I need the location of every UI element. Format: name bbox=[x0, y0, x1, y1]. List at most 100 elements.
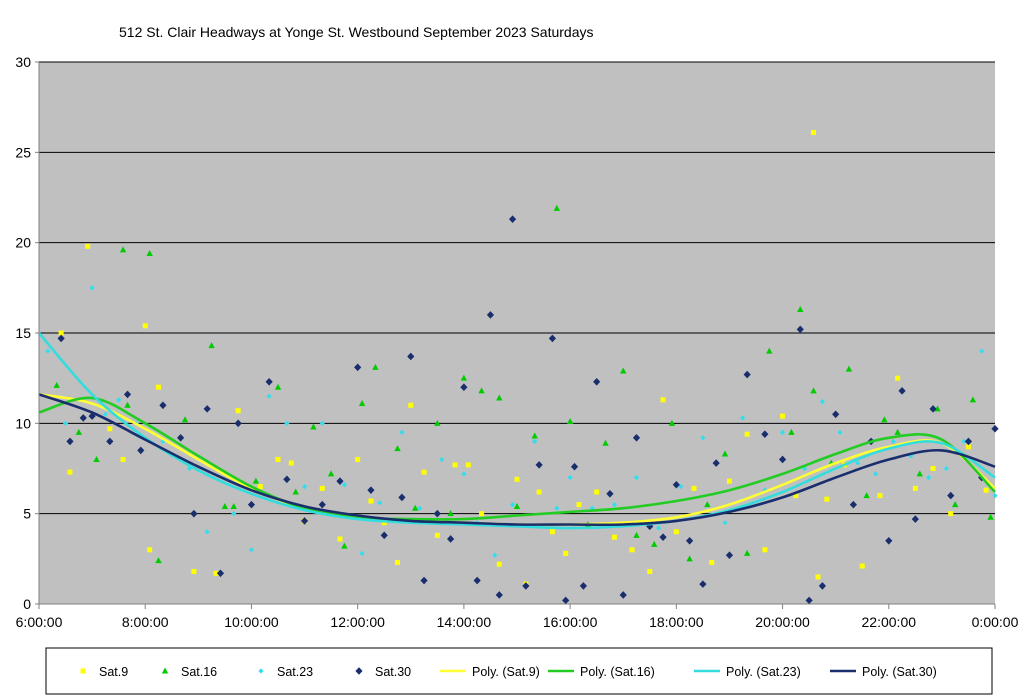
data-point bbox=[553, 204, 561, 211]
data-point bbox=[292, 488, 299, 495]
trendline-poly-sat-16 bbox=[38, 396, 996, 521]
data-point bbox=[461, 471, 467, 477]
data-point bbox=[479, 511, 485, 517]
data-point bbox=[496, 561, 502, 567]
data-point bbox=[788, 428, 795, 435]
data-point bbox=[439, 456, 445, 463]
data-point bbox=[554, 505, 560, 511]
data-point bbox=[620, 367, 627, 374]
y-tick-label: 10 bbox=[15, 415, 31, 431]
data-point bbox=[837, 429, 843, 435]
chart-title: 512 St. Clair Headways at Yonge St. West… bbox=[119, 24, 593, 40]
data-point bbox=[832, 410, 840, 419]
data-point bbox=[991, 424, 999, 433]
data-point bbox=[678, 483, 684, 490]
data-point bbox=[951, 501, 959, 508]
data-point bbox=[359, 550, 365, 557]
data-point bbox=[380, 531, 388, 540]
legend-label: Poly. (Sat.9) bbox=[472, 665, 540, 679]
data-point bbox=[992, 493, 998, 499]
data-point bbox=[147, 547, 153, 553]
data-point bbox=[647, 568, 653, 574]
data-point bbox=[805, 596, 813, 605]
legend-marker bbox=[80, 668, 86, 674]
x-tick-label: 6:00:00 bbox=[16, 614, 63, 630]
data-point bbox=[66, 437, 74, 446]
data-point bbox=[460, 383, 468, 391]
data-point bbox=[602, 439, 609, 446]
data-point bbox=[712, 459, 720, 467]
data-point bbox=[85, 243, 91, 249]
data-point bbox=[633, 531, 640, 538]
x-tick-label: 0:00:00 bbox=[972, 614, 1019, 630]
data-point bbox=[898, 387, 906, 395]
data-point bbox=[327, 470, 335, 477]
data-point bbox=[310, 423, 317, 430]
data-point bbox=[964, 437, 973, 446]
x-axis-ticks: 6:00:00 8:00:00 10:00:00 12:00:00 14:00:00 16… bbox=[16, 604, 1019, 630]
data-point bbox=[691, 485, 697, 491]
data-point bbox=[629, 547, 635, 553]
data-point bbox=[796, 325, 804, 334]
legend-entry: Poly. (Sat.16) bbox=[548, 665, 655, 679]
data-point bbox=[885, 536, 893, 545]
data-point bbox=[62, 420, 69, 426]
data-point bbox=[394, 445, 401, 452]
data-point bbox=[248, 547, 255, 553]
data-point bbox=[341, 542, 348, 549]
x-tick-label: 14:00:00 bbox=[437, 614, 492, 630]
data-point bbox=[709, 559, 715, 565]
x-tick-label: 22:00:00 bbox=[862, 614, 917, 630]
data-point bbox=[247, 500, 256, 509]
data-point bbox=[930, 466, 936, 471]
data-point bbox=[824, 496, 830, 502]
data-point bbox=[300, 517, 309, 525]
data-point bbox=[208, 342, 215, 349]
data-point bbox=[845, 365, 853, 372]
data-point bbox=[358, 399, 366, 406]
data-point bbox=[447, 510, 454, 517]
legend-entry: Sat.16 bbox=[161, 665, 217, 679]
data-point bbox=[191, 568, 197, 574]
data-point bbox=[912, 485, 918, 491]
data-point bbox=[576, 502, 582, 508]
data-point bbox=[815, 574, 821, 580]
trendline-poly-sat-23 bbox=[38, 332, 996, 530]
data-point bbox=[284, 420, 290, 426]
data-point bbox=[699, 580, 707, 588]
legend-marker bbox=[355, 667, 363, 675]
data-point bbox=[743, 549, 751, 556]
data-point bbox=[766, 347, 773, 354]
data-point bbox=[57, 334, 65, 343]
data-point bbox=[632, 433, 641, 442]
data-point bbox=[513, 502, 521, 509]
data-point bbox=[700, 435, 706, 441]
data-point bbox=[252, 477, 260, 484]
data-point bbox=[155, 557, 162, 564]
data-point bbox=[123, 390, 132, 399]
data-point bbox=[146, 250, 153, 257]
data-point bbox=[89, 285, 95, 291]
data-point bbox=[434, 532, 440, 538]
legend-label: Sat.23 bbox=[277, 665, 313, 679]
data-point bbox=[119, 246, 127, 253]
data-point bbox=[535, 461, 543, 469]
data-point bbox=[79, 414, 87, 422]
data-point bbox=[283, 475, 291, 484]
data-point bbox=[619, 591, 627, 599]
data-point bbox=[531, 432, 538, 439]
data-point bbox=[274, 383, 282, 390]
data-point bbox=[589, 505, 595, 511]
x-tick-label: 10:00:00 bbox=[224, 614, 279, 630]
data-point bbox=[204, 529, 210, 535]
series-sat-16-points bbox=[53, 204, 994, 564]
y-tick-label: 15 bbox=[15, 325, 31, 341]
data-point bbox=[107, 426, 113, 432]
data-point bbox=[947, 491, 955, 500]
x-tick-label: 12:00:00 bbox=[330, 614, 385, 630]
data-point bbox=[549, 529, 555, 535]
data-point bbox=[849, 500, 857, 509]
legend-label: Poly. (Sat.30) bbox=[862, 665, 937, 679]
data-point bbox=[811, 129, 817, 135]
